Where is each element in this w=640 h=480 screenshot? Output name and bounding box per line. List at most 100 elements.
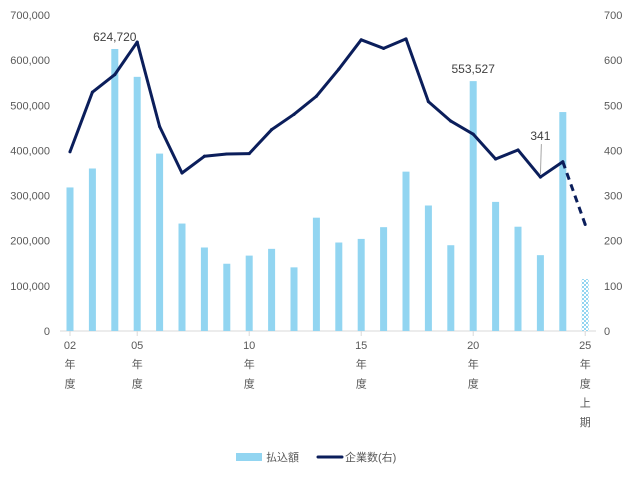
bar-2016	[380, 227, 388, 331]
line-point-2003	[90, 90, 94, 94]
bar-2025	[581, 279, 589, 331]
line-segment-2010-2011	[247, 128, 274, 156]
bar-2019	[447, 245, 455, 331]
data-label-bar-2020: 553,527	[452, 62, 496, 76]
x-tick-label: 25	[579, 340, 591, 352]
x-tick-label: 度	[132, 376, 143, 390]
x-tick-label: 度	[580, 376, 591, 390]
bar-2013	[312, 217, 320, 331]
x-tick-label: 度	[468, 376, 479, 390]
line-segment-2002-2003	[68, 90, 94, 154]
bar-2011	[268, 248, 276, 331]
line-point-2016	[382, 46, 386, 50]
line-series	[68, 37, 587, 226]
legend-swatch-bar	[236, 453, 262, 461]
x-tick-label: 上	[580, 397, 591, 410]
line-segment-2003-2004	[90, 73, 117, 94]
line-point-2011	[270, 128, 274, 132]
y-right-tick-label: 300	[604, 191, 622, 203]
x-tick-label: 05	[131, 340, 143, 352]
x-tick-label: 度	[356, 376, 367, 390]
line-point-2012	[292, 112, 296, 116]
y-left-tick-label: 100,000	[10, 281, 50, 293]
line-point-2017	[404, 37, 408, 41]
bar-2015	[357, 238, 365, 331]
y-right-tick-label: 200	[604, 236, 622, 248]
line-point-2024	[561, 160, 565, 164]
line-point-2013	[314, 94, 318, 98]
line-point-2025	[583, 222, 587, 226]
leader-line-2023	[539, 144, 542, 175]
bar-2021	[492, 201, 500, 331]
y-left-tick-label: 0	[44, 326, 50, 338]
line-point-2008	[202, 154, 206, 158]
line-segment-2005-2006	[135, 40, 162, 129]
y-right-tick-label: 400	[604, 145, 622, 157]
x-tick-label: 期	[580, 416, 591, 429]
line-segment-2006-2007	[158, 125, 184, 175]
bar-2006	[156, 153, 164, 331]
bar-2010	[245, 255, 253, 331]
line-point-2007	[180, 171, 184, 175]
line-point-2006	[158, 125, 162, 129]
x-tick-label: 度	[244, 376, 255, 390]
line-segment-2018-2019	[426, 100, 453, 123]
line-segment-2017-2018	[404, 37, 430, 104]
line-point-2015	[359, 38, 363, 42]
bar-2014	[335, 242, 343, 331]
bar-2020	[469, 81, 477, 331]
line-segment-2012-2013	[292, 94, 318, 116]
y-left-tick-label: 300,000	[10, 191, 50, 203]
line-point-2005	[135, 40, 139, 44]
bar-2007	[178, 223, 186, 331]
x-tick-label: 15	[355, 340, 367, 352]
line-point-2004	[113, 73, 117, 77]
data-label-bar-2004: 624,720	[93, 30, 137, 44]
bar-2003	[88, 168, 96, 331]
x-tick-label: 度	[65, 376, 76, 390]
x-tick-label: 10	[243, 340, 255, 352]
axes: 0 100,000 200,000 300,000 400,000 500,000 600,…	[10, 10, 622, 429]
y-left-tick-label: 400,000	[10, 145, 50, 157]
line-point-2021	[494, 157, 498, 161]
line-point-2023	[538, 175, 542, 179]
line-segment-2019-2020	[449, 119, 475, 136]
y-right-tick-label: 700	[604, 10, 622, 22]
line-point-2020	[471, 132, 475, 136]
y-left-tick-label: 600,000	[10, 55, 50, 67]
y-right-tick-label: 500	[604, 100, 622, 112]
annotations: 624,720 553,527 341	[93, 30, 551, 175]
bar-2004	[111, 48, 119, 331]
y-right-tick-label: 600	[604, 55, 622, 67]
legend-label-bar: 払込額	[266, 450, 299, 464]
line-segment-2022-2023	[516, 148, 542, 179]
line-point-2018	[426, 100, 430, 104]
y-right-tick-label: 0	[604, 326, 610, 338]
x-tick-label: 年	[580, 357, 591, 371]
line-segment-2011-2012	[270, 112, 296, 132]
x-tick-label: 年	[468, 357, 479, 371]
x-tick-label: 20	[467, 340, 479, 352]
line-segment-2004-2005	[113, 40, 139, 77]
legend-label-line: 企業数(右)	[345, 450, 396, 464]
bar-2024	[559, 112, 567, 331]
line-point-2014	[337, 67, 341, 71]
line-point-2002	[68, 150, 72, 154]
line-segment-2015-2016	[359, 38, 386, 50]
line-point-2022	[516, 148, 520, 152]
line-segment-2021-2022	[494, 148, 520, 161]
bar-2002	[66, 187, 74, 331]
line-segment-2007-2008	[180, 154, 206, 175]
y-left-tick-label: 500,000	[10, 100, 50, 112]
bar-2017	[402, 171, 410, 331]
line-segment-2014-2015	[337, 38, 363, 71]
line-point-2009	[225, 152, 229, 156]
y-left-tick-label: 200,000	[10, 236, 50, 248]
data-label-line-2023: 341	[530, 129, 550, 143]
y-left-tick-label: 700,000	[10, 10, 50, 22]
bar-2012	[290, 267, 298, 331]
line-point-2019	[449, 119, 453, 123]
x-tick-label: 年	[244, 357, 255, 371]
y-right-tick-label: 100	[604, 281, 622, 293]
